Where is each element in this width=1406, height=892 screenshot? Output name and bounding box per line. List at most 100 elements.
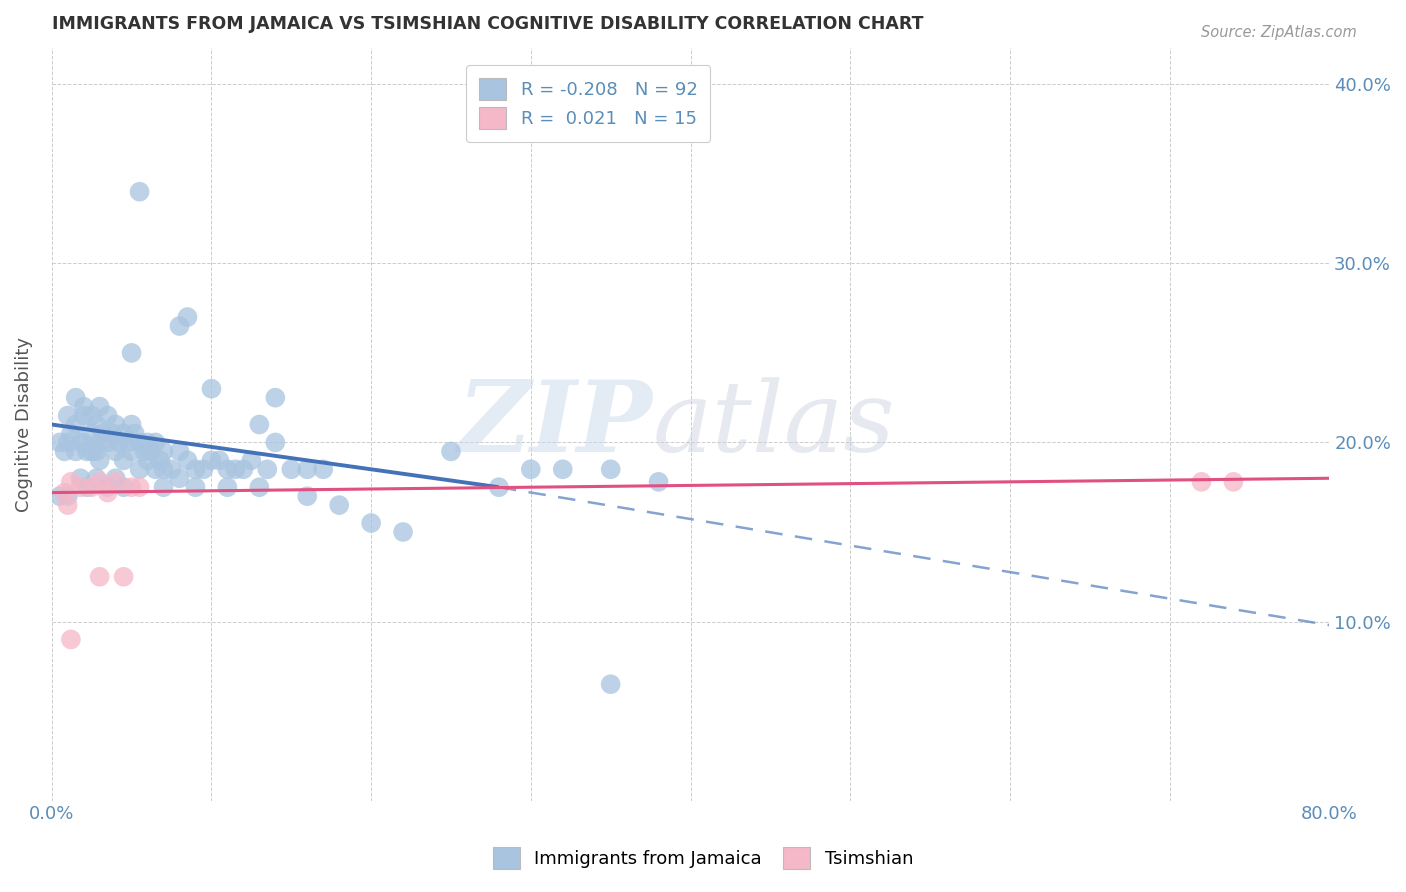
- Legend: R = -0.208   N = 92, R =  0.021   N = 15: R = -0.208 N = 92, R = 0.021 N = 15: [467, 65, 710, 142]
- Point: [128, 480, 150, 494]
- Point: [76, 444, 98, 458]
- Point: [200, 453, 222, 467]
- Point: [112, 480, 135, 494]
- Point: [97, 409, 120, 423]
- Point: [121, 444, 143, 458]
- Point: [169, 471, 191, 485]
- Legend: Immigrants from Jamaica, Tsimshian: Immigrants from Jamaica, Tsimshian: [484, 838, 922, 879]
- Text: Source: ZipAtlas.com: Source: ZipAtlas.com: [1201, 25, 1357, 40]
- Point: [124, 426, 146, 441]
- Point: [200, 382, 222, 396]
- Point: [312, 462, 335, 476]
- Point: [152, 480, 174, 494]
- Point: [392, 524, 415, 539]
- Point: [193, 462, 215, 476]
- Point: [112, 570, 135, 584]
- Point: [139, 444, 162, 458]
- Point: [101, 426, 124, 441]
- Point: [56, 435, 79, 450]
- Point: [86, 444, 108, 458]
- Point: [520, 462, 543, 476]
- Point: [89, 570, 111, 584]
- Point: [104, 471, 127, 485]
- Point: [488, 480, 510, 494]
- Y-axis label: Cognitive Disability: Cognitive Disability: [15, 337, 32, 512]
- Point: [297, 462, 319, 476]
- Point: [184, 462, 207, 476]
- Point: [80, 426, 103, 441]
- Point: [59, 426, 82, 441]
- Point: [56, 489, 79, 503]
- Point: [56, 498, 79, 512]
- Text: ZIP: ZIP: [457, 376, 652, 473]
- Point: [599, 677, 621, 691]
- Point: [69, 435, 91, 450]
- Point: [136, 435, 159, 450]
- Point: [128, 435, 150, 450]
- Point: [149, 453, 172, 467]
- Point: [69, 480, 91, 494]
- Point: [136, 453, 159, 467]
- Point: [128, 462, 150, 476]
- Point: [176, 453, 198, 467]
- Point: [73, 435, 96, 450]
- Point: [217, 462, 239, 476]
- Point: [134, 444, 156, 458]
- Point: [48, 435, 70, 450]
- Point: [169, 444, 191, 458]
- Point: [65, 391, 87, 405]
- Point: [104, 444, 127, 458]
- Point: [599, 462, 621, 476]
- Point: [97, 485, 120, 500]
- Point: [184, 480, 207, 494]
- Point: [112, 426, 135, 441]
- Point: [48, 489, 70, 503]
- Point: [89, 453, 111, 467]
- Point: [80, 480, 103, 494]
- Point: [232, 462, 254, 476]
- Point: [89, 475, 111, 489]
- Point: [247, 417, 270, 432]
- Point: [128, 185, 150, 199]
- Point: [117, 435, 139, 450]
- Point: [53, 444, 76, 458]
- Text: atlas: atlas: [652, 377, 896, 472]
- Point: [240, 453, 263, 467]
- Point: [91, 426, 114, 441]
- Point: [169, 319, 191, 334]
- Point: [53, 485, 76, 500]
- Point: [112, 453, 135, 467]
- Point: [76, 480, 98, 494]
- Point: [328, 498, 350, 512]
- Point: [1222, 475, 1244, 489]
- Point: [121, 346, 143, 360]
- Point: [73, 400, 96, 414]
- Text: IMMIGRANTS FROM JAMAICA VS TSIMSHIAN COGNITIVE DISABILITY CORRELATION CHART: IMMIGRANTS FROM JAMAICA VS TSIMSHIAN COG…: [52, 15, 924, 33]
- Point: [86, 471, 108, 485]
- Point: [89, 400, 111, 414]
- Point: [69, 471, 91, 485]
- Point: [59, 632, 82, 647]
- Point: [224, 462, 246, 476]
- Point: [360, 516, 382, 530]
- Point: [65, 444, 87, 458]
- Point: [440, 444, 463, 458]
- Point: [297, 489, 319, 503]
- Point: [152, 444, 174, 458]
- Point: [97, 435, 120, 450]
- Point: [551, 462, 574, 476]
- Point: [264, 391, 287, 405]
- Point: [256, 462, 278, 476]
- Point: [1191, 475, 1213, 489]
- Point: [647, 475, 669, 489]
- Point: [217, 480, 239, 494]
- Point: [176, 310, 198, 324]
- Point: [89, 435, 111, 450]
- Point: [104, 475, 127, 489]
- Point: [152, 462, 174, 476]
- Point: [59, 475, 82, 489]
- Point: [65, 417, 87, 432]
- Point: [73, 409, 96, 423]
- Point: [145, 435, 167, 450]
- Point: [86, 417, 108, 432]
